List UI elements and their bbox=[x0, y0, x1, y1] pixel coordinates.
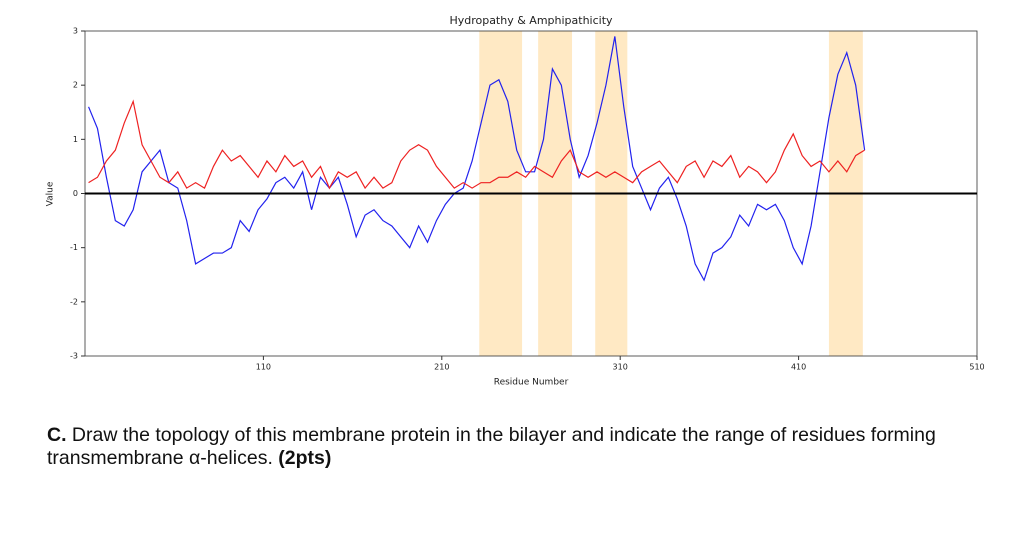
chart: Hydropathy & Amphipathicity Residue Numb… bbox=[46, 14, 985, 388]
y-tick-label: 2 bbox=[73, 81, 78, 90]
question-text: Draw the topology of this membrane prote… bbox=[47, 424, 936, 469]
x-tick-label: 110 bbox=[256, 363, 271, 372]
x-tick-label: 310 bbox=[613, 363, 628, 372]
question-points: (2pts) bbox=[278, 447, 332, 469]
series-line bbox=[88, 36, 866, 282]
y-tick-label: -2 bbox=[70, 297, 78, 306]
y-tick-label: 0 bbox=[73, 189, 78, 198]
series-line bbox=[88, 99, 865, 190]
y-tick-label: 3 bbox=[73, 27, 78, 36]
x-axis-label: Residue Number bbox=[494, 378, 569, 388]
y-axis-label: Value bbox=[46, 181, 56, 206]
question: C. Draw the topology of this membrane pr… bbox=[47, 424, 967, 470]
x-tick-label: 210 bbox=[434, 363, 449, 372]
x-tick-label: 410 bbox=[791, 363, 806, 372]
y-tick-label: -1 bbox=[70, 243, 78, 252]
y-tick-label: 1 bbox=[73, 135, 78, 144]
chart-title: Hydropathy & Amphipathicity bbox=[449, 14, 613, 27]
x-tick-label: 510 bbox=[969, 363, 984, 372]
question-label: C. bbox=[47, 424, 67, 446]
y-tick-label: -3 bbox=[70, 352, 78, 361]
